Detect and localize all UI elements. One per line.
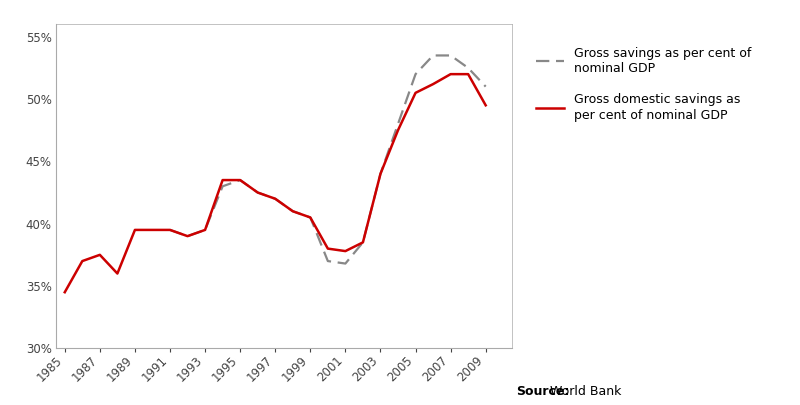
Text: Source:: Source:: [516, 385, 570, 398]
Legend: Gross savings as per cent of
nominal GDP, Gross domestic savings as
per cent of : Gross savings as per cent of nominal GDP…: [537, 47, 751, 122]
Text: World Bank: World Bank: [550, 385, 622, 398]
